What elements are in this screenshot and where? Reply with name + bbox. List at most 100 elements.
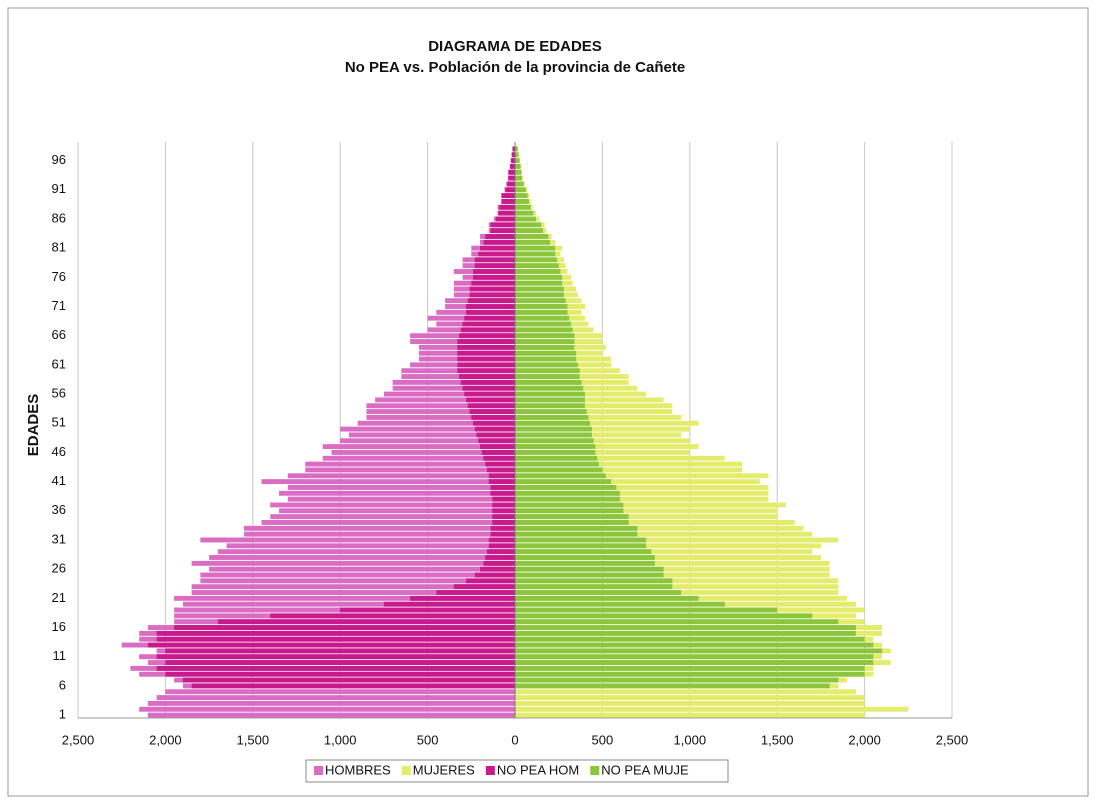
bar [508, 175, 515, 181]
bar [515, 239, 550, 245]
bar [515, 391, 585, 397]
bar [515, 280, 563, 286]
bar [139, 706, 515, 712]
bar [515, 152, 519, 158]
bar [515, 531, 638, 537]
bar [191, 560, 515, 566]
bar [515, 461, 599, 467]
bar [483, 560, 515, 566]
bar [147, 712, 516, 718]
bar [515, 508, 624, 514]
bar [487, 467, 515, 473]
x-tick-label: 500 [417, 732, 439, 747]
bar [515, 520, 795, 525]
bar [515, 193, 528, 199]
bar [515, 409, 587, 415]
bar [515, 700, 865, 706]
y-tick-label: 46 [52, 444, 66, 459]
bar [287, 496, 515, 502]
bar [515, 438, 594, 444]
bar [515, 146, 518, 152]
bar [515, 379, 582, 385]
bar [457, 368, 515, 374]
bar [515, 344, 575, 350]
bar [515, 397, 664, 403]
bar [322, 444, 515, 450]
bar [383, 601, 515, 607]
bar [457, 344, 515, 350]
y-tick-label: 36 [52, 502, 66, 517]
bar [383, 391, 515, 397]
bar [501, 198, 515, 204]
bar [515, 525, 804, 531]
y-tick-label: 51 [52, 415, 66, 430]
bar [474, 263, 515, 269]
bar [515, 385, 584, 391]
bar [261, 520, 515, 525]
bar [515, 181, 524, 187]
bar [270, 613, 515, 619]
bar [392, 385, 515, 391]
x-tick-label: 2,000 [848, 732, 881, 747]
bar [515, 158, 520, 164]
bar [466, 304, 515, 309]
bar [488, 537, 515, 543]
bar [515, 315, 570, 321]
bar [515, 572, 664, 578]
bar [305, 467, 515, 473]
bar [515, 222, 542, 228]
x-tick-label: 1,000 [674, 732, 707, 747]
bar [492, 496, 515, 502]
bar [515, 508, 778, 514]
bar [466, 397, 515, 403]
bar [515, 210, 534, 216]
bar [174, 595, 515, 601]
bar [457, 362, 515, 368]
bar [515, 175, 522, 181]
bar [515, 473, 606, 479]
bar [485, 461, 515, 467]
bar [467, 403, 515, 409]
bar [515, 642, 874, 648]
y-tick-label: 86 [52, 210, 66, 225]
bar [209, 566, 515, 572]
bar [515, 169, 522, 175]
bar [515, 368, 580, 374]
bar [515, 665, 865, 671]
bar [147, 642, 516, 648]
bar [515, 555, 655, 560]
bar [515, 467, 603, 473]
bar [515, 321, 571, 327]
y-tick-label: 1 [59, 707, 66, 722]
bar [467, 298, 515, 304]
bar [490, 525, 515, 531]
bar [515, 426, 690, 432]
y-tick-label: 16 [52, 619, 66, 634]
bar [515, 286, 564, 292]
bar [515, 234, 549, 239]
bar [515, 578, 839, 584]
bar [515, 420, 699, 426]
bar [469, 292, 515, 298]
bar [473, 274, 515, 280]
bar [512, 146, 515, 152]
legend-label: NO PEA HOM [497, 762, 579, 777]
bar [492, 514, 515, 520]
bar [462, 385, 515, 391]
bar [191, 590, 515, 595]
bar [469, 409, 515, 415]
bar [515, 432, 682, 438]
bar [191, 584, 515, 590]
y-tick-label: 66 [52, 327, 66, 342]
bar [515, 484, 769, 490]
bar [515, 572, 830, 578]
bar [515, 163, 521, 169]
bar [515, 449, 596, 455]
bar [515, 630, 856, 636]
bar [515, 706, 909, 712]
bar [492, 520, 515, 525]
y-tick-label: 61 [52, 356, 66, 371]
bar [515, 607, 778, 613]
legend-box [305, 759, 729, 783]
